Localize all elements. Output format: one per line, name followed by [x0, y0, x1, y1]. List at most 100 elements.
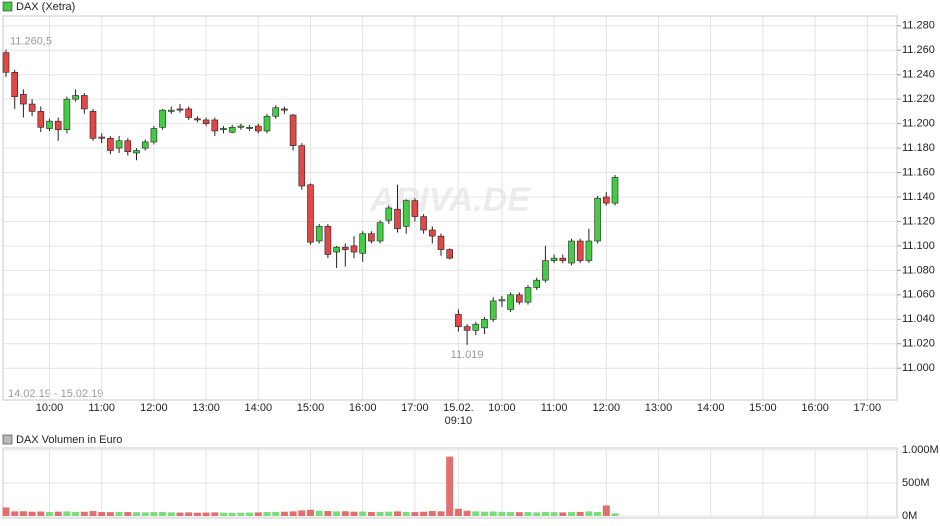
candle-body [315, 226, 323, 242]
candle-body [576, 240, 584, 261]
candle-body [115, 140, 123, 149]
volume-bar [481, 511, 488, 516]
legend-label: DAX Volumen in Euro [16, 434, 122, 446]
candle-body [385, 207, 393, 221]
candle-body [402, 200, 410, 227]
volume-bar [446, 456, 454, 516]
volume-bar [98, 512, 106, 516]
y-tick-label: 0M [902, 510, 917, 522]
candle-body [150, 128, 158, 143]
volume-bar [576, 511, 584, 516]
candle-body [141, 141, 149, 149]
y-tick-label: 11.140 [902, 191, 935, 203]
candle-body [211, 119, 219, 132]
volume-bar [402, 511, 410, 516]
volume-bar [167, 512, 175, 516]
candle-body [524, 287, 532, 303]
volume-bar [80, 511, 88, 516]
volume-bar [237, 512, 245, 516]
candle-body [455, 314, 462, 327]
volume-bar [185, 512, 193, 516]
candle-body [428, 229, 436, 237]
volume-bar [472, 511, 480, 516]
candle-body [37, 111, 45, 128]
x-tick-label: 10:00 [35, 402, 64, 414]
volume-bar [133, 512, 140, 516]
x-tick-label: 13:00 [644, 402, 673, 414]
candle-body [237, 125, 245, 128]
candle-body [489, 300, 497, 320]
x-tick-label: 16:00 [348, 402, 377, 414]
volume-bar [124, 512, 132, 516]
candle-body [498, 299, 506, 302]
candle-body [602, 196, 610, 204]
candle-body [168, 109, 175, 112]
candle-body [611, 177, 619, 204]
volume-bar [220, 512, 227, 516]
volume-bar [463, 510, 471, 516]
candle-body [81, 95, 88, 110]
candle-body [298, 145, 306, 187]
volume-bar [307, 509, 314, 516]
candle-body [411, 200, 419, 217]
y-tick-label: 11.120 [902, 215, 935, 227]
volume-bar [19, 511, 27, 516]
legend-swatch [2, 434, 13, 445]
candle-body [159, 109, 166, 128]
candle-body [89, 111, 97, 139]
y-tick-label: 11.180 [902, 142, 935, 154]
volume-bar [594, 512, 602, 516]
date-range: 14.02.19 - 15.02.19 [8, 388, 103, 400]
volume-bar [176, 512, 184, 516]
candle-body [359, 233, 367, 254]
candle-body [394, 208, 401, 230]
candle-body [289, 114, 297, 146]
candle-body [550, 257, 558, 261]
volume-bar [611, 513, 619, 516]
x-tick-label: 15.02. 09:10 [443, 402, 474, 427]
annotation: 11.260,5 [10, 36, 52, 48]
x-tick-label: 17:00 [853, 402, 882, 414]
x-tick-label: 15:00 [296, 402, 325, 414]
y-tick-label: 11.100 [902, 240, 935, 252]
candle-body [72, 95, 79, 100]
candle-body [11, 71, 18, 98]
volume-bar [367, 512, 375, 516]
y-tick-label: 500M [902, 477, 930, 489]
volume-bar [72, 511, 80, 516]
volume-bar [150, 512, 158, 516]
volume-bar [115, 511, 123, 516]
volume-bar [193, 512, 201, 516]
volume-bar [54, 511, 62, 516]
volume-bar [315, 510, 323, 516]
volume-bar [454, 508, 462, 516]
candle-body [481, 318, 488, 329]
volume-bar [106, 512, 114, 516]
y-tick-label: 11.160 [902, 166, 935, 178]
candle-body [463, 326, 471, 331]
legend-label: DAX (Xetra) [16, 1, 75, 13]
candle-body [341, 246, 349, 250]
legend-swatch [2, 1, 13, 12]
volume-bar [141, 512, 149, 516]
x-tick-label: 12:00 [592, 402, 621, 414]
volume-bar [350, 511, 358, 516]
candle-body [350, 245, 358, 253]
y-tick-label: 11.280 [902, 20, 935, 32]
candle-body [133, 150, 140, 154]
volume-bar [2, 507, 10, 516]
volume-bar [324, 511, 332, 516]
volume-bar [341, 511, 349, 516]
volume-bar [28, 511, 36, 516]
candle-body [568, 240, 575, 264]
candle-body [437, 235, 445, 250]
candle-body [228, 126, 236, 133]
volume-bar [333, 511, 341, 516]
annotation: 11.019 [451, 349, 484, 361]
candle-body [272, 107, 280, 117]
candle-body [98, 136, 105, 139]
y-tick-label: 11.040 [902, 313, 935, 325]
candle-body [420, 216, 427, 231]
candle-body [307, 184, 314, 243]
